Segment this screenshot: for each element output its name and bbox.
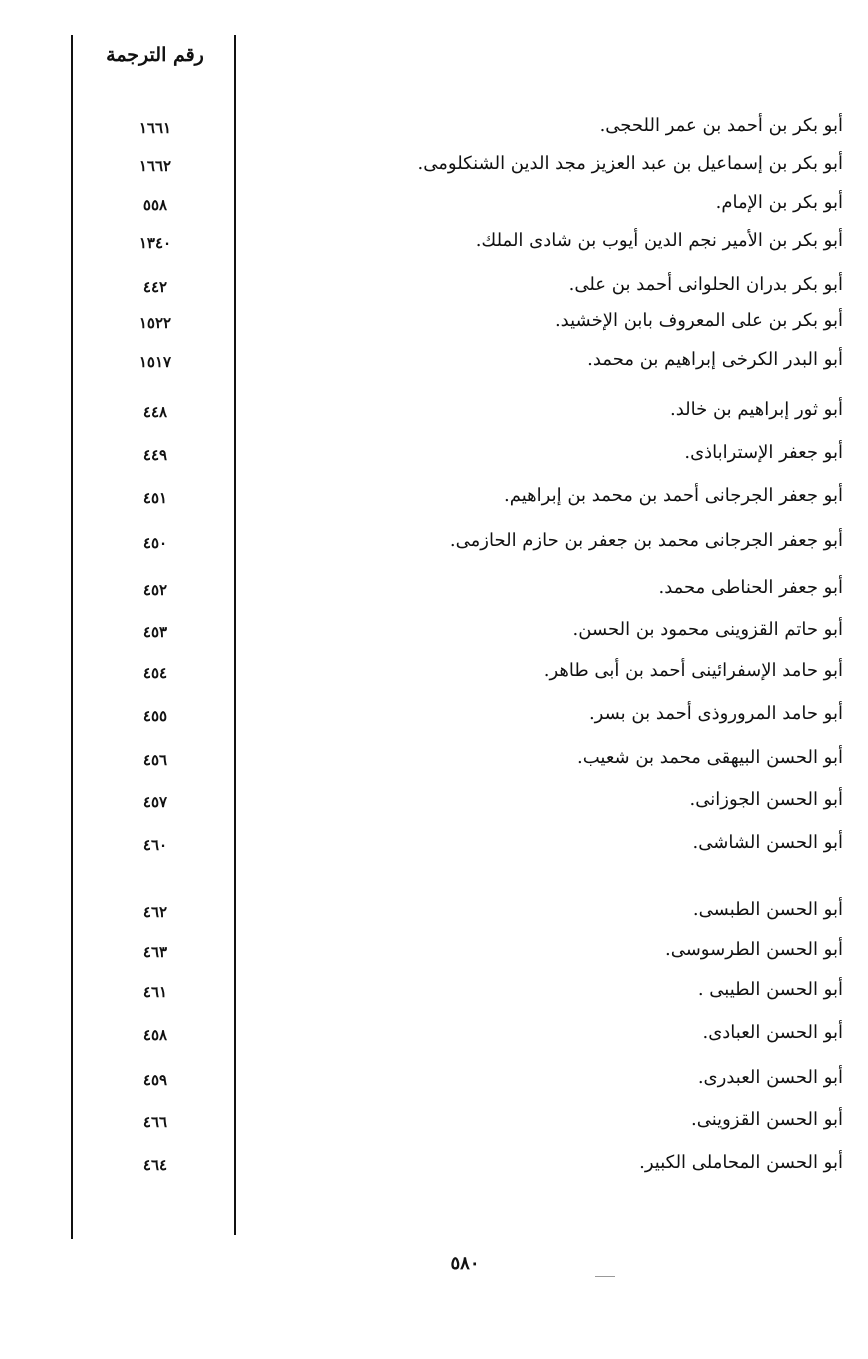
entry-name: أبو الحسن الطيبى . <box>697 979 843 1000</box>
entry-number: ١٦٦٢ <box>138 157 172 175</box>
entry-name: أبو بكر بدران الحلوانى أحمد بن على. <box>568 274 843 295</box>
entry-name: أبو جعفر الحناطى محمد. <box>658 577 843 598</box>
entry-name: أبو حامد الإسفرائينى أحمد بن أبى طاهر. <box>543 660 843 681</box>
entry-number: ١٥٢٢ <box>138 314 172 332</box>
entry-number: ١٦٦١ <box>138 119 172 137</box>
entry-name: أبو حامد المروروذى أحمد بن بسر. <box>588 703 843 724</box>
entry-name: أبو الحسن البيهقى محمد بن شعيب. <box>577 747 843 768</box>
entry-name: أبو الحسن القزوينى. <box>691 1109 843 1130</box>
entry-number: ٤٤٢ <box>142 278 168 296</box>
entry-number: ١٣٤٠ <box>138 234 172 252</box>
entry-name: أبو جعفر الجرجانى أحمد بن محمد بن إبراهي… <box>504 485 843 506</box>
entry-name: أبو الحسن الشاشى. <box>692 832 843 853</box>
entry-name: أبو بكر بن الأمير نجم الدين أيوب بن شادى… <box>475 230 843 251</box>
entry-name: أبو البدر الكرخى إبراهيم بن محمد. <box>587 349 843 370</box>
entry-number: ٤٥٥ <box>142 707 168 725</box>
entry-name: أبو الحسن العبدرى. <box>697 1067 843 1088</box>
entry-number: ٤٥١ <box>142 489 168 507</box>
column-right-rule <box>234 35 236 1235</box>
entry-number: ٤٥٢ <box>142 581 168 599</box>
entry-name: أبو الحسن العبادى. <box>702 1022 843 1043</box>
entry-number: ٤٥٦ <box>142 751 168 769</box>
entry-number: ٤٦١ <box>142 983 168 1001</box>
entry-number: ٥٥٨ <box>142 196 168 214</box>
entry-name: أبو بكر بن الإمام. <box>715 192 843 213</box>
column-header: رقم الترجمة <box>106 44 204 66</box>
entry-name: أبو بكر بن أحمد بن عمر اللحجى. <box>599 115 843 136</box>
entry-name: أبو الحسن الطبسى. <box>692 899 843 920</box>
column-left-rule <box>71 35 73 1239</box>
scan-mark <box>595 1276 615 1277</box>
entry-number: ٤٦٦ <box>142 1113 168 1131</box>
entry-number: ٤٦٣ <box>142 943 168 961</box>
entry-number: ٤٤٨ <box>142 403 168 421</box>
entry-name: أبو حاتم القزوينى محمود بن الحسن. <box>572 619 843 640</box>
entry-name: أبو الحسن الجوزانى. <box>689 789 843 810</box>
entry-number: ١٥١٧ <box>138 353 172 371</box>
page-number: ٥٨٠ <box>450 1253 480 1274</box>
entry-number: ٤٥٠ <box>142 534 168 552</box>
entry-number: ٤٥٤ <box>142 664 168 682</box>
entry-number: ٤٤٩ <box>142 446 168 464</box>
entry-name: أبو ثور إبراهيم بن خالد. <box>669 399 843 420</box>
entry-name: أبو الحسن الطرسوسى. <box>665 939 843 960</box>
entry-number: ٤٥٨ <box>142 1026 168 1044</box>
entry-number: ٤٦٠ <box>142 836 168 854</box>
entry-number: ٤٥٧ <box>142 793 168 811</box>
entry-name: أبو جعفر الإستراباذى. <box>684 442 843 463</box>
entry-number: ٤٦٢ <box>142 903 168 921</box>
entry-name: أبو جعفر الجرجانى محمد بن جعفر بن حازم ا… <box>449 530 843 551</box>
entry-name: أبو الحسن المحاملى الكبير. <box>639 1152 843 1173</box>
entry-number: ٤٦٤ <box>142 1156 168 1174</box>
entry-name: أبو بكر بن على المعروف بابن الإخشيد. <box>554 310 843 331</box>
entry-number: ٤٥٩ <box>142 1071 168 1089</box>
entry-number: ٤٥٣ <box>142 623 168 641</box>
entry-name: أبو بكر بن إسماعيل بن عبد العزيز مجد الد… <box>417 153 843 174</box>
